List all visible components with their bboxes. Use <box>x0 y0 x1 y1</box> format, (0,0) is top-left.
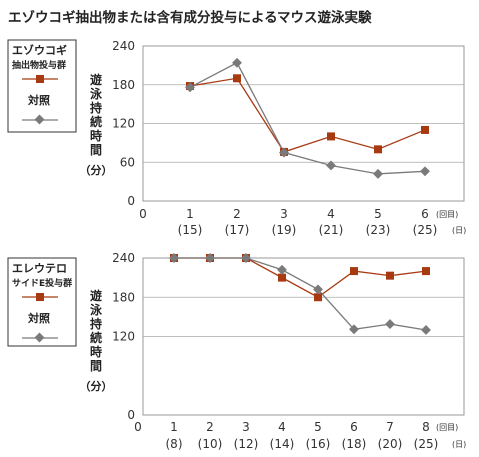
x-tick-label: 4 <box>327 207 335 221</box>
y-axis-label-char: （分） <box>80 163 113 177</box>
legend-control-marker <box>34 114 45 125</box>
y-tick-label: 180 <box>112 78 135 92</box>
control-point <box>420 166 430 177</box>
legend-treatment-label: 抽出物投与群 <box>12 59 66 71</box>
y-tick-label: 120 <box>112 117 135 131</box>
x-tick-label: 0 <box>139 207 147 221</box>
y-axis-label-char: 間 <box>90 143 102 157</box>
control-point <box>373 168 383 179</box>
y-axis-label-char: 泳 <box>90 86 103 101</box>
control-point <box>185 82 195 93</box>
y-axis-label-char: 時 <box>90 128 102 143</box>
x-tick-label: 2 <box>233 207 241 221</box>
page-title: エゾウコギ抽出物または含有成分投与によるマウス遊泳実験 <box>8 10 372 26</box>
y-axis-label-char: 持 <box>90 100 102 115</box>
x-unit-round: (回目) <box>436 210 458 219</box>
y-axis-label-char: 遊 <box>90 72 102 87</box>
x-day-label: (23) <box>366 223 391 237</box>
x-unit-day: (日) <box>452 226 466 235</box>
x-day-label: (25) <box>413 223 438 237</box>
y-axis-label-char: 続 <box>90 114 102 129</box>
x-day-label: (15) <box>178 223 203 237</box>
x-day-label: (21) <box>319 223 344 237</box>
x-tick-label: 1 <box>186 207 194 221</box>
control-point <box>326 160 336 171</box>
x-tick-label: 5 <box>374 207 382 221</box>
control-point <box>232 57 242 68</box>
control-series-line <box>189 61 426 175</box>
x-tick-label: 6 <box>421 207 429 221</box>
treatment-point <box>374 145 382 154</box>
treatment-point <box>233 74 241 83</box>
treatment-series-line <box>189 77 426 153</box>
legend-control-label: 対照 <box>27 93 50 107</box>
x-day-label: (19) <box>272 223 297 237</box>
y-tick-label: 240 <box>112 39 135 53</box>
x-day-label: (17) <box>225 223 250 237</box>
treatment-point <box>421 125 429 134</box>
legend-box <box>7 39 77 133</box>
y-tick-label: 0 <box>127 194 135 208</box>
x-tick-label: 3 <box>280 207 288 221</box>
treatment-point <box>327 132 335 141</box>
y-tick-label: 60 <box>120 155 135 169</box>
legend-treatment-label: エゾウコギ <box>12 43 67 57</box>
control-point <box>279 147 289 158</box>
legend-treatment-marker <box>36 75 44 83</box>
